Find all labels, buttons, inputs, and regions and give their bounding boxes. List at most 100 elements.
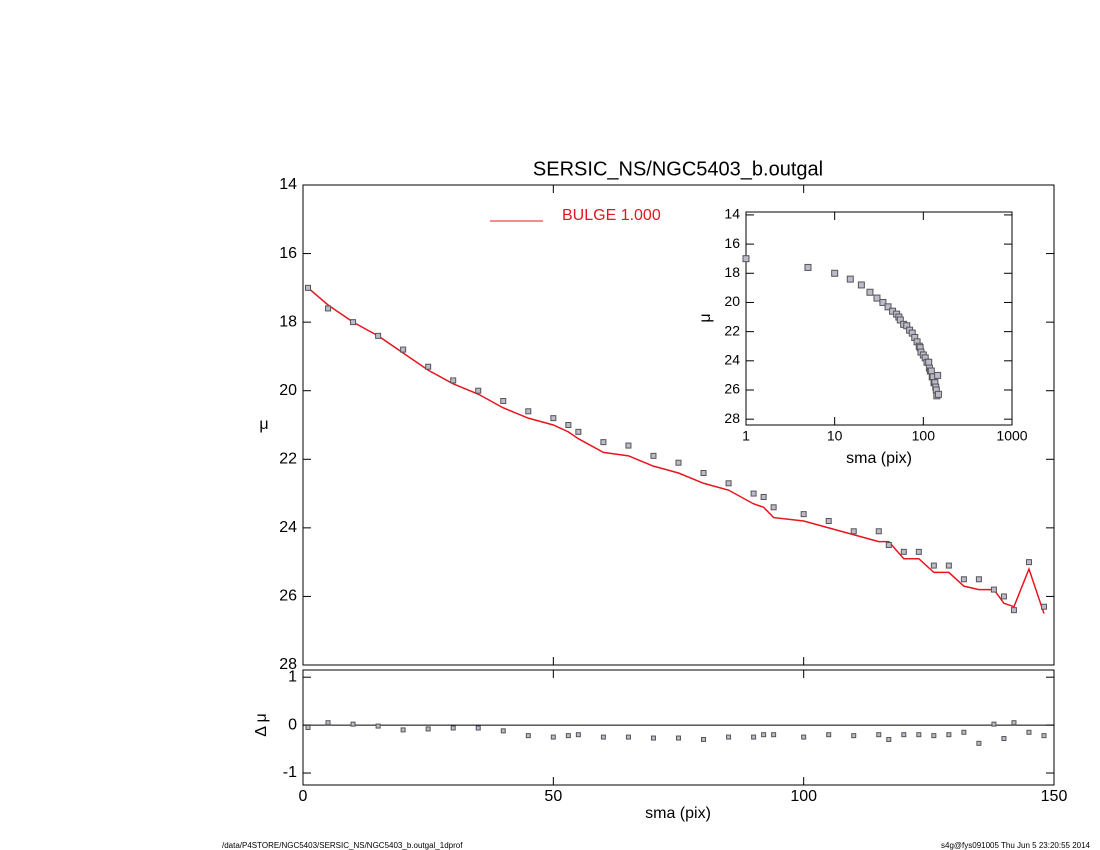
data-point [885,542,892,548]
data-point [991,721,997,727]
data-point [725,480,732,487]
data-point [675,459,682,466]
data-point [990,586,997,593]
y-tick-label: 20 [279,382,297,399]
data-point [875,528,882,535]
data-point [1011,720,1017,726]
y-axis-label: Δ μ [253,713,270,736]
data-point [525,733,531,739]
data-point [325,720,331,726]
data-point [450,725,456,731]
data-point [901,732,907,738]
data-point [1026,729,1032,735]
data-point [1025,559,1032,566]
x-tick-label: 10 [827,428,843,444]
data-point [600,734,606,740]
y-tick-label: 14 [724,206,740,222]
data-point [550,734,556,740]
x-tick-label: 0 [299,788,308,805]
data-point [866,288,874,296]
data-point [325,305,332,312]
data-point [425,363,432,370]
data-point [761,732,767,738]
data-point [884,303,892,311]
data-point [850,528,857,535]
data-point [475,387,482,394]
y-tick-label: 26 [279,588,297,605]
y-tick-label: 14 [279,176,297,193]
data-point [700,470,707,476]
data-point [742,255,750,263]
y-tick-label: 1 [288,668,297,685]
y-axis-label: μ [697,313,714,322]
data-point [831,269,839,277]
plot-frame [302,184,1055,666]
y-tick-label: 28 [724,410,740,426]
data-point [575,732,581,738]
y-tick-label: 18 [279,313,297,330]
y-tick-label: 16 [724,235,740,251]
data-point [750,490,757,497]
data-point [350,721,356,727]
data-point [625,442,632,449]
data-point [1041,733,1047,739]
x-tick-label: 1 [742,428,750,444]
y-tick-label: 18 [724,264,740,280]
data-point [857,281,865,289]
data-point [1000,593,1007,600]
data-point [900,548,907,555]
data-point [825,518,832,524]
y-tick-label: 22 [279,451,297,468]
data-point [975,576,982,583]
data-point [550,415,557,422]
data-point [305,725,311,730]
data-point [400,727,406,733]
data-point [575,428,582,435]
data-point [946,732,952,738]
data-point [650,735,656,741]
data-point [475,725,481,731]
y-tick-label: 0 [288,716,297,733]
chart-title: SERSIC_NS/NGC5403_b.outgal [533,158,823,180]
data-point [976,740,982,746]
data-point [925,358,933,366]
x-tick-label: 100 [912,428,936,444]
plot-frame [302,669,1055,786]
plot-frame [745,211,1013,426]
data-point [625,734,631,740]
y-tick-label: 24 [724,352,740,368]
y-tick-label: 20 [724,293,740,309]
y-tick-label: 24 [279,519,297,536]
x-tick-label: 150 [1041,788,1068,805]
footer-left: /data/P4STORE/NGC5403/SERSIC_NS/NGC5403_… [222,841,463,850]
data-point [450,377,457,384]
data-point [931,733,937,739]
y-tick-label: 22 [724,322,740,338]
data-point [851,733,857,739]
data-point [1010,607,1017,614]
y-tick-label: 26 [724,381,740,397]
y-tick-label: 28 [279,656,297,673]
data-point [873,294,881,302]
data-point [676,735,681,741]
data-point [565,733,571,739]
data-point [961,729,967,735]
y-tick-label: 16 [279,245,297,262]
x-axis-label: sma (pix) [846,450,912,467]
data-point [375,723,381,729]
x-tick-label: 50 [544,788,562,805]
data-point [846,275,854,283]
data-point [525,408,532,415]
data-point [600,439,607,446]
data-point [800,511,807,518]
x-tick-label: 100 [790,788,817,805]
data-point [1040,603,1047,610]
y-tick-label: -1 [283,764,297,781]
data-point [726,734,732,740]
data-point [650,452,657,459]
data-point [826,732,832,738]
data-point [960,576,967,583]
data-point [375,332,382,339]
data-point [927,367,935,375]
data-point [400,346,407,353]
